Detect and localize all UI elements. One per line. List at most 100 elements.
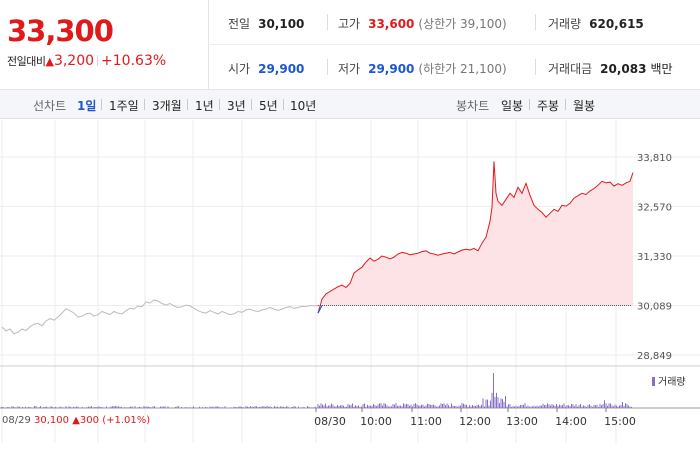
volume-bar <box>349 405 350 408</box>
x-tick-label: 12:00 <box>459 415 491 428</box>
stat-unit: 백만 <box>650 62 673 76</box>
up-arrow-icon: ▲ <box>45 55 54 68</box>
volume-bar <box>352 403 353 408</box>
volume-bar <box>605 403 607 408</box>
volume-bar <box>434 405 436 408</box>
volume-bar <box>274 406 275 408</box>
volume-bar <box>206 407 208 408</box>
volume-bar <box>487 399 488 408</box>
tab-5y[interactable]: 5년 <box>259 99 278 113</box>
volume-bar <box>245 406 247 408</box>
volume-bar <box>533 405 535 408</box>
volume-bar <box>185 407 187 408</box>
volume-bar <box>607 405 608 408</box>
volume-bar <box>478 404 479 408</box>
volume-bar <box>359 406 361 408</box>
volume-bar <box>163 406 164 408</box>
volume-bar <box>631 406 632 408</box>
tab-1w[interactable]: 1주일 <box>109 99 139 113</box>
line-chart-label: 선차트 <box>33 99 67 113</box>
volume-bar <box>601 405 602 408</box>
volume-bar <box>341 404 343 408</box>
volume-bar <box>565 406 566 408</box>
volume-bar <box>593 405 595 408</box>
volume-bar <box>233 406 235 408</box>
y-tick-label: 31,330 <box>637 252 672 263</box>
volume-bar <box>247 406 248 408</box>
divider <box>144 99 145 110</box>
volume-bar <box>97 407 98 408</box>
price-block: 33,300 전일대비▲3,200 +10.63% <box>0 0 209 90</box>
volume-bar <box>557 405 559 408</box>
volume-bar <box>446 403 448 408</box>
volume-bar <box>154 406 155 408</box>
volume-bar <box>275 406 277 408</box>
volume-bar <box>70 407 71 408</box>
volume-bar <box>356 406 358 408</box>
volume-bar <box>482 398 484 408</box>
volume-bar <box>209 406 211 408</box>
volume-bar <box>281 406 283 408</box>
volume-bar <box>134 406 136 408</box>
volume-bar <box>566 405 568 408</box>
volume-bar <box>149 407 151 408</box>
volume-bar <box>277 406 278 408</box>
volume-bar <box>112 406 113 408</box>
volume-bar <box>118 406 119 408</box>
tab-3y[interactable]: 3년 <box>227 99 246 113</box>
tab-3m[interactable]: 3개월 <box>152 99 182 113</box>
volume-bar <box>514 406 515 408</box>
volume-bar <box>592 406 593 408</box>
y-tick-label: 32,570 <box>637 202 672 213</box>
volume-bar <box>620 404 622 408</box>
volume-bar <box>586 406 587 408</box>
volume-bar <box>574 406 575 408</box>
tab-weekly[interactable]: 주봉 <box>537 99 560 113</box>
volume-bar <box>130 406 131 408</box>
volume-bar <box>46 406 47 408</box>
volume-bar <box>560 405 562 408</box>
stat-high: 고가 33,600 (상한가 39,100) <box>338 15 507 32</box>
price-chart[interactable]: 33,810 32,570 31,330 30,089 28,849 08/30 10:0… <box>0 120 700 450</box>
volume-bar <box>578 405 580 408</box>
volume-bar <box>523 404 524 408</box>
volume-bar <box>391 406 392 408</box>
volume-bar <box>518 405 520 408</box>
volume-bar <box>215 406 217 408</box>
volume-bar <box>218 406 220 408</box>
volume-bar <box>88 406 89 408</box>
volume-bar <box>505 396 506 408</box>
up-arrow-icon: ▲ <box>72 415 80 426</box>
y-tick-label: 33,810 <box>637 153 672 164</box>
tab-daily[interactable]: 일봉 <box>501 99 524 113</box>
tab-1d[interactable]: 1일 <box>77 99 97 113</box>
volume-bar <box>472 405 473 408</box>
divider <box>535 14 536 30</box>
volume-bar <box>463 403 464 408</box>
divider <box>327 14 328 30</box>
volume-bar <box>568 405 569 408</box>
volume-bar <box>317 404 319 408</box>
x-axis: 08/30 10:00 11:00 12:00 13:00 14:00 15:00 <box>314 408 636 428</box>
volume-bar <box>437 406 439 408</box>
tab-monthly[interactable]: 월봉 <box>573 99 596 113</box>
volume-bar <box>95 407 97 408</box>
volume-bar <box>397 405 398 408</box>
volume-bar <box>188 407 190 408</box>
volume-bar <box>128 407 130 408</box>
volume-bar <box>1 407 2 408</box>
tab-1y[interactable]: 1년 <box>195 99 214 113</box>
volume-bar <box>152 406 154 408</box>
x-tick-label: 14:00 <box>555 415 587 428</box>
volume-bar <box>490 400 491 408</box>
volume-bar <box>161 406 163 408</box>
candle-chart-label: 봉차트 <box>456 99 490 113</box>
volume-bar <box>236 407 238 408</box>
volume-bar <box>329 405 331 408</box>
volume-bar <box>202 407 203 408</box>
volume-bar <box>529 406 530 408</box>
volume-bar <box>286 406 287 408</box>
volume-bar <box>143 406 145 408</box>
tab-10y[interactable]: 10년 <box>290 99 317 113</box>
volume-bar <box>424 406 425 408</box>
